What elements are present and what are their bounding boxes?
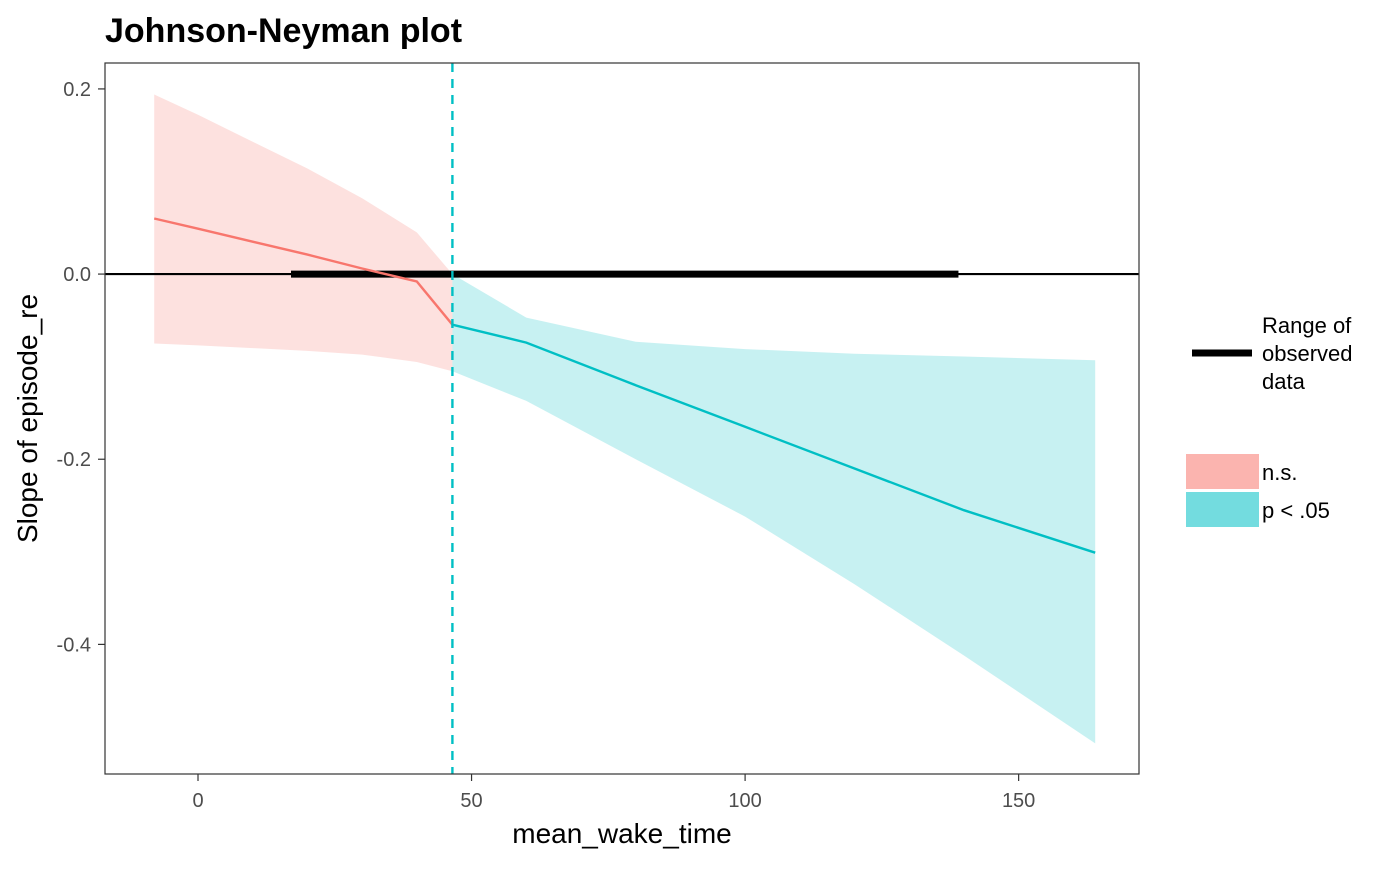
confidence-bands [154, 94, 1096, 744]
legend-range-label: Range of observed data [1262, 313, 1353, 394]
y-axis: 0.2 0.0 -0.2 -0.4 [57, 79, 105, 656]
x-tick-label: 150 [1002, 790, 1035, 812]
legend-label-ns: n.s. [1262, 460, 1297, 485]
confidence-band-sig [452, 274, 1096, 744]
legend-label-sig: p < .05 [1262, 498, 1330, 523]
plot-panel-border [104, 62, 1140, 775]
x-axis: 0 50 100 150 [192, 774, 1035, 812]
x-tick-label: 50 [460, 790, 482, 812]
x-tick-label: 0 [192, 790, 203, 812]
confidence-band-ns [154, 94, 453, 372]
legend-range-label-line: observed [1262, 341, 1353, 366]
legend-key-ns [1186, 454, 1259, 489]
y-axis-title: Slope of episode_re [12, 294, 43, 543]
legend-range-label-line: data [1262, 369, 1306, 394]
slope-line-ns [153, 217, 454, 326]
y-tick-label: 0.2 [63, 79, 91, 101]
slope-line-sig [452, 323, 1096, 554]
x-tick-label: 100 [728, 790, 761, 812]
chart-title: Johnson-Neyman plot [105, 12, 462, 50]
y-tick-label: -0.2 [57, 449, 91, 471]
y-tick-label: 0.0 [63, 264, 91, 286]
x-axis-title: mean_wake_time [512, 818, 731, 849]
legend: Range of observed data n.s. p < .05 [1186, 313, 1353, 527]
legend-key-sig [1186, 492, 1259, 527]
legend-range-label-line: Range of [1262, 313, 1352, 338]
slope-lines [153, 217, 1096, 554]
y-tick-label: -0.4 [57, 634, 91, 656]
